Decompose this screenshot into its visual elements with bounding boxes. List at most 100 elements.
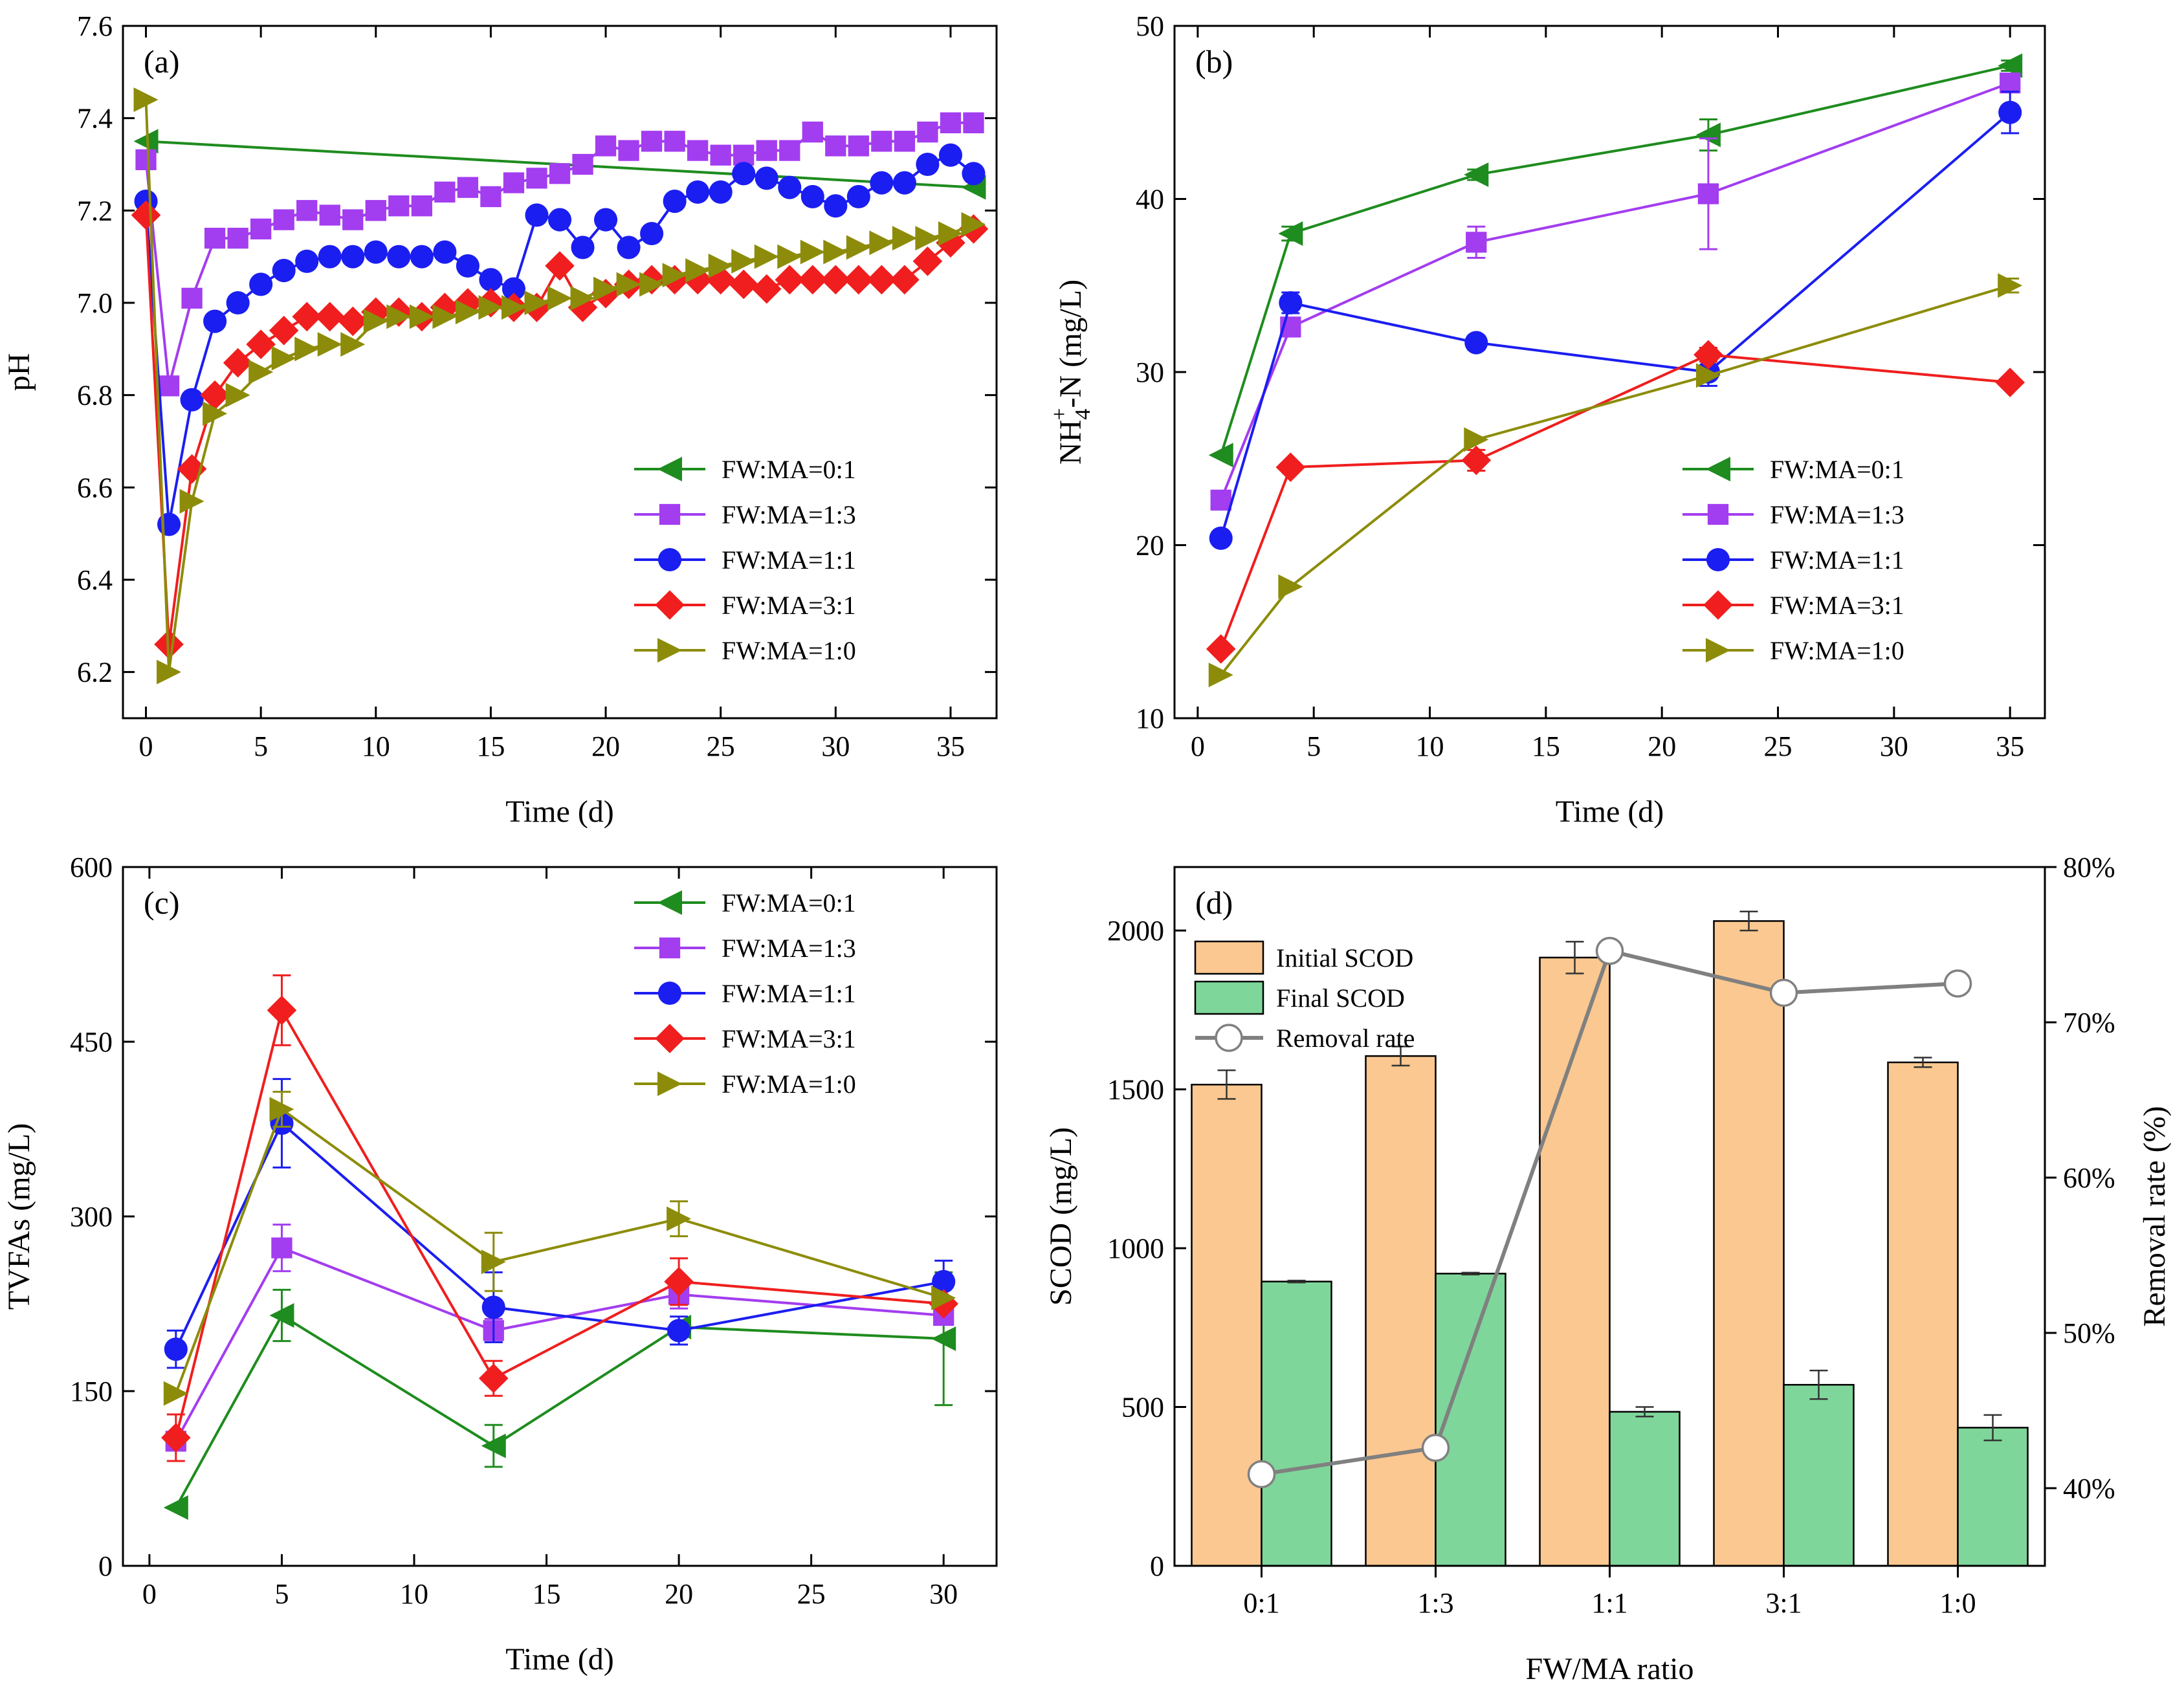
legend-label: Initial SCOD	[1276, 943, 1413, 972]
removal-rate-series	[1247, 936, 1972, 1489]
panel-label: (d)	[1195, 884, 1233, 921]
data-point	[733, 144, 755, 166]
y-title-sub: 4	[1071, 409, 1095, 420]
data-point	[732, 162, 756, 186]
y-tick-label: 7.0	[77, 287, 113, 319]
x-tick-label: 10	[362, 731, 390, 762]
data-point	[962, 162, 986, 186]
x-axis-title: Time (d)	[505, 1642, 614, 1676]
data-point	[617, 236, 641, 259]
legend-label: FW:MA=3:1	[722, 1024, 856, 1053]
data-point	[267, 995, 297, 1026]
data-point	[802, 121, 823, 143]
data-point	[823, 239, 848, 265]
data-point	[455, 300, 480, 325]
panel-b: 0 5 10 15 20 25 30 35 Time (d) 10 20 30 40 50 NH4+-N (…	[1048, 10, 2046, 829]
legend-marker	[1703, 590, 1733, 620]
data-point	[163, 1495, 188, 1520]
data-point	[481, 1249, 506, 1275]
bar	[1261, 1280, 1332, 1567]
panel-label: (b)	[1195, 43, 1233, 80]
data-point	[844, 265, 874, 295]
data-point	[729, 269, 759, 300]
y-tick-label: 30	[1136, 357, 1164, 388]
legend-marker	[657, 890, 682, 915]
data-point	[775, 265, 805, 295]
data-point	[341, 245, 365, 269]
series-1	[135, 112, 984, 397]
data-point	[961, 212, 986, 237]
legend-swatch	[1194, 980, 1264, 1015]
x-tick-label: 0	[1191, 731, 1205, 762]
data-point	[157, 659, 182, 685]
data-point	[164, 1337, 188, 1361]
data-point	[296, 200, 318, 221]
x-tick-label: 25	[797, 1578, 826, 1610]
y-title-main: NH	[1053, 420, 1088, 465]
legend-label: FW:MA=0:1	[722, 888, 856, 917]
data-point	[710, 144, 731, 166]
legend-label: FW:MA=1:1	[722, 979, 856, 1008]
x-tick-label: 35	[936, 731, 965, 762]
data-point	[777, 244, 802, 269]
data-point	[825, 135, 846, 157]
y-tick-label: 500	[1121, 1392, 1164, 1423]
data-point	[317, 332, 342, 357]
data-point	[246, 329, 276, 359]
data-point	[480, 186, 502, 208]
data-point	[915, 226, 940, 251]
data-point	[547, 285, 572, 311]
y-tick-label: 450	[70, 1026, 113, 1058]
data-point	[708, 253, 733, 278]
legend-marker	[659, 503, 681, 525]
series-4	[133, 87, 986, 685]
data-point	[1695, 122, 1721, 148]
data-point	[430, 292, 460, 322]
legend-label: Removal rate	[1276, 1024, 1415, 1053]
legend-swatch	[1194, 940, 1264, 975]
y-axis-title: TVFAs (mg/L)	[2, 1123, 36, 1310]
data-point	[503, 172, 525, 193]
data-point	[931, 1286, 956, 1310]
series-3	[131, 200, 989, 659]
removal-rate-point	[1769, 978, 1798, 1007]
data-point	[319, 204, 340, 226]
bar	[1887, 1061, 1959, 1567]
x-tick-label: 10	[1416, 731, 1444, 762]
data-point	[756, 140, 777, 161]
data-point	[931, 1326, 956, 1351]
data-point	[161, 1423, 191, 1453]
legend-marker	[659, 937, 681, 959]
data-point	[525, 203, 549, 227]
legend-label: FW:MA=1:3	[722, 500, 856, 529]
data-point	[292, 302, 322, 332]
data-point	[342, 209, 364, 230]
data-point	[1464, 162, 1489, 188]
data-point	[848, 135, 869, 157]
data-point	[687, 140, 709, 161]
data-point	[938, 221, 963, 246]
data-point	[892, 171, 916, 195]
legend-label: FW:MA=1:0	[722, 636, 856, 665]
data-point	[1466, 232, 1487, 253]
legend-label: FW:MA=1:1	[1770, 545, 1904, 575]
data-point	[709, 180, 733, 204]
series-3	[161, 974, 958, 1462]
data-point	[892, 226, 917, 251]
data-point	[295, 249, 319, 273]
series-4	[163, 1090, 956, 1406]
y-tick-label: 40	[1136, 184, 1164, 215]
y-tick-label: 50	[1136, 10, 1164, 42]
data-point	[340, 332, 366, 357]
legend-label: FW:MA=3:1	[722, 591, 856, 620]
data-point	[549, 163, 571, 184]
legend-label: FW:MA=0:1	[1770, 455, 1904, 484]
y-tick-label: 300	[70, 1201, 113, 1233]
bar	[1191, 1084, 1263, 1567]
x-tick-label: 15	[476, 731, 505, 762]
data-point	[1275, 452, 1306, 482]
y-tick-label: 1000	[1107, 1233, 1164, 1264]
data-point	[269, 1303, 294, 1328]
data-point	[203, 401, 228, 426]
data-point	[639, 272, 665, 297]
